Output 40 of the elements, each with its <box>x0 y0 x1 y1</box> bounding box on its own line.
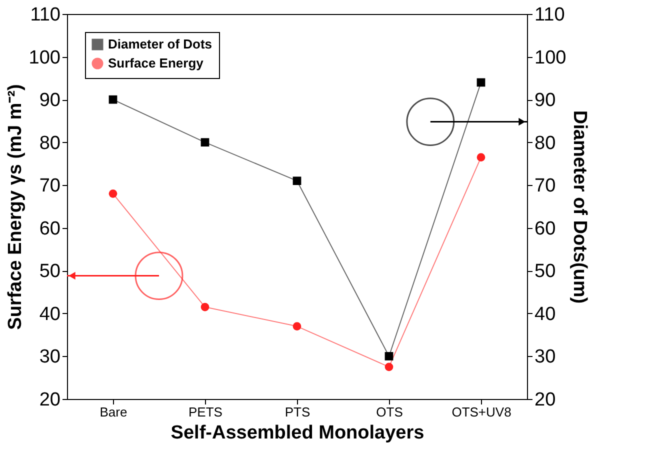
y-tick-label: 70 <box>39 176 60 197</box>
x-tick-label: OTS+UV8 <box>452 404 512 420</box>
y2-tick-label: 80 <box>534 132 556 154</box>
x-tick-label: OTS <box>376 404 404 420</box>
x-tick-label: PETS <box>188 404 223 420</box>
point <box>292 176 302 186</box>
point <box>108 95 118 104</box>
y-tick-label: 90 <box>39 90 60 112</box>
y-tick-label: 100 <box>28 47 60 68</box>
y-tick-label: 20 <box>39 390 60 410</box>
legend-label: Diameter of Dots <box>108 36 212 52</box>
y2-tick-label: 50 <box>534 261 556 282</box>
y2-tick-label: 90 <box>534 90 556 112</box>
y-axis-title: Surface Energy γs (mJ m⁻²) <box>4 84 26 330</box>
legend-label: Surface Energy <box>108 56 204 70</box>
point <box>108 189 118 198</box>
y2-tick-label: 30 <box>534 346 556 368</box>
point <box>292 322 302 330</box>
y2-tick-label: 110 <box>534 4 565 26</box>
x-tick-label: PTS <box>284 404 310 420</box>
y2-tick-label: 100 <box>534 47 566 68</box>
y2-tick-label: 40 <box>534 304 556 325</box>
y2-axis-title: Diameter of Dots(um) <box>569 110 590 304</box>
y-tick-label: 50 <box>39 261 60 282</box>
y-tick-label: 40 <box>39 304 60 325</box>
y2-tick-label: 20 <box>534 390 556 410</box>
y-tick-label: 110 <box>30 4 60 26</box>
y-tick-label: 30 <box>39 346 60 368</box>
point <box>200 138 210 147</box>
y2-tick-label: 60 <box>534 218 556 240</box>
x-tick-label: Bare <box>100 404 128 420</box>
point <box>200 302 210 312</box>
point <box>384 352 394 360</box>
y-tick-label: 60 <box>39 218 60 240</box>
x-axis-title: Self-Assembled Monolayers <box>170 422 424 444</box>
point <box>476 78 486 87</box>
y2-tick-label: 70 <box>534 176 556 197</box>
point <box>476 153 486 162</box>
y-tick-label: 80 <box>39 132 60 154</box>
point <box>384 362 394 372</box>
